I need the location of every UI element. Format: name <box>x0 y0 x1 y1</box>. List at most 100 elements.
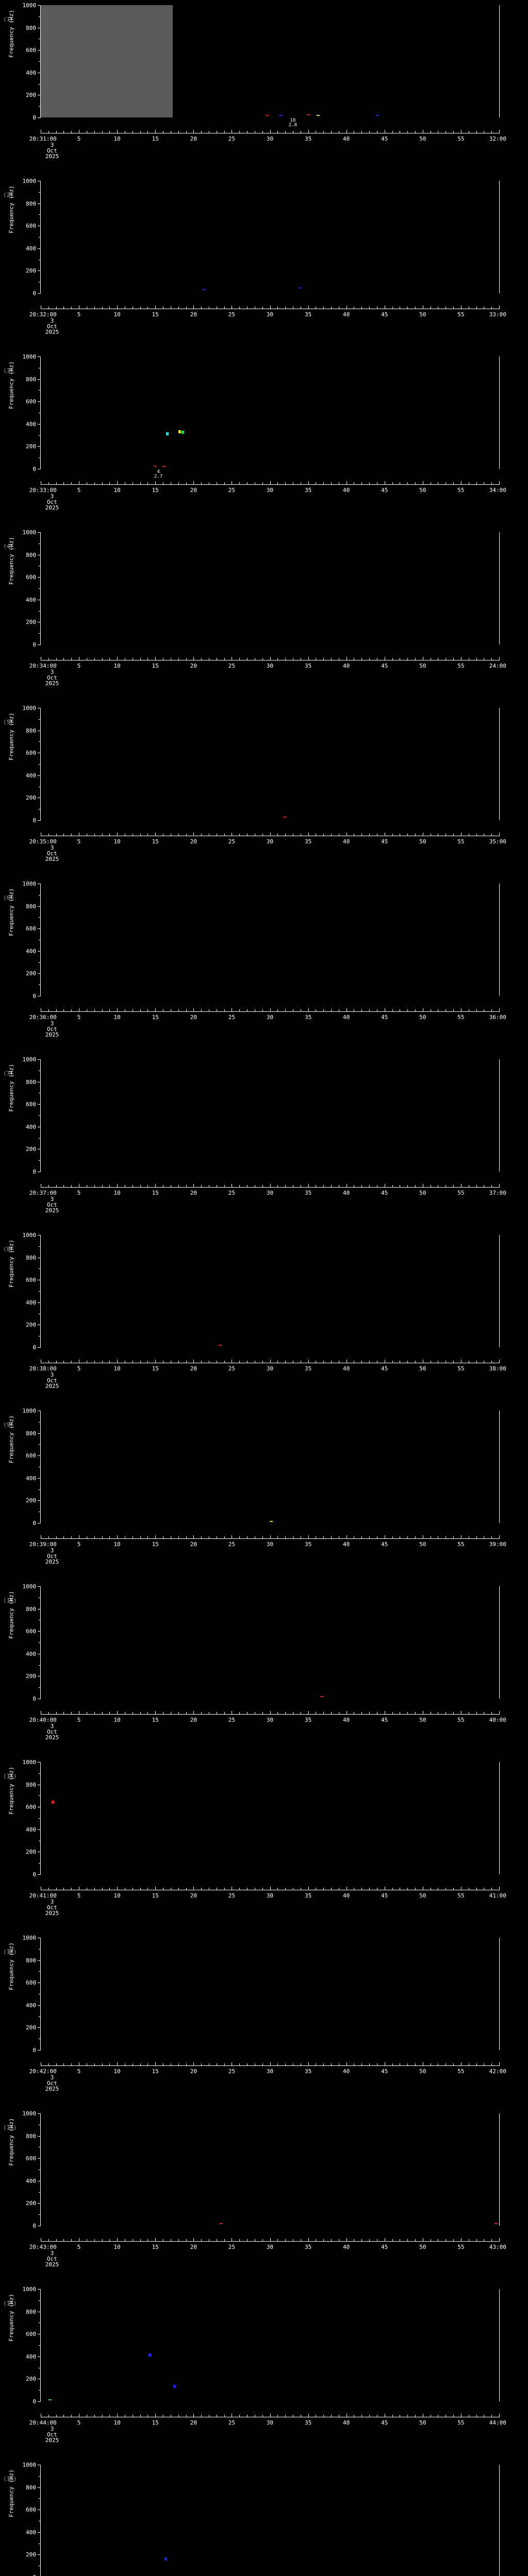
x-tick-minor <box>94 2415 95 2417</box>
y-axis-title: Frequency (Hz) <box>8 1591 15 1639</box>
y-tick-minor <box>39 237 41 238</box>
x-tick-label: 10 <box>113 135 121 142</box>
x-tick-minor <box>262 1536 263 1538</box>
date-month: Oct <box>47 499 57 505</box>
x-tick-minor <box>186 2063 187 2065</box>
x-tick <box>270 833 271 836</box>
x-tick-label: 45 <box>381 2068 388 2075</box>
detection-mark <box>52 1801 55 1804</box>
y-tick-minor <box>39 1665 41 1666</box>
y-axis-right-spine <box>499 181 500 293</box>
x-tick-minor <box>63 2415 64 2417</box>
x-tick-minor <box>140 1536 141 1538</box>
x-tick-label: 30 <box>266 1190 274 1196</box>
panel-number: (2) <box>3 192 13 198</box>
x-tick-label: 50 <box>419 135 426 142</box>
x-tick-label: 55 <box>457 1717 465 1723</box>
x-tick-minor <box>102 658 103 660</box>
x-tick-minor <box>415 1888 416 1890</box>
x-tick-minor <box>140 1009 141 1011</box>
x-tick-minor <box>247 2063 248 2065</box>
x-tick-minor <box>109 1185 110 1187</box>
x-tick-label: 20 <box>190 2244 197 2250</box>
x-tick-label: 50 <box>419 2244 426 2250</box>
x-tick-label: 10 <box>113 838 121 845</box>
x-tick-minor <box>476 834 477 836</box>
detection-mark <box>279 114 283 116</box>
x-tick-minor <box>147 658 148 660</box>
x-tick-minor <box>140 1361 141 1363</box>
x-tick-minor <box>56 1361 57 1363</box>
x-tick <box>499 1008 500 1011</box>
x-tick-minor <box>476 482 477 484</box>
x-tick-label: 40 <box>343 1892 350 1899</box>
x-tick-minor <box>323 482 324 484</box>
x-tick <box>270 1711 271 1714</box>
x-tick-minor <box>491 1712 492 1714</box>
x-tick-minor <box>361 131 362 133</box>
y-tick-minor <box>39 2192 41 2193</box>
x-tick <box>193 130 194 133</box>
plot-area <box>41 2465 499 2576</box>
x-tick-minor <box>361 658 362 660</box>
x-tick-label: 20 <box>190 135 197 142</box>
x-tick-label: 35 <box>304 1892 312 1899</box>
x-tick-minor <box>178 658 179 660</box>
x-tick-minor <box>186 1185 187 1187</box>
x-tick-label: 45 <box>381 2419 388 2426</box>
x-axis-line <box>41 2065 500 2066</box>
x-tick <box>499 1887 500 1890</box>
y-tick <box>38 1433 41 1434</box>
date-month: Oct <box>47 850 57 857</box>
x-tick-minor <box>140 131 141 133</box>
x-tick <box>270 130 271 133</box>
y-tick <box>38 2487 41 2488</box>
y-tick-label: 400 <box>26 597 36 603</box>
x-tick <box>308 657 309 660</box>
x-tick <box>308 1535 309 1538</box>
y-tick-label: 0 <box>32 290 36 297</box>
x-tick-label: 35 <box>304 838 312 845</box>
x-tick-minor <box>476 131 477 133</box>
spectrogram-panel: (7) Frequency (Hz) 1000 800 600 400 200 0 20:37:… <box>0 1054 528 1230</box>
x-tick-minor <box>277 2239 278 2241</box>
x-tick-minor <box>63 1536 64 1538</box>
x-tick-label: 10 <box>113 1541 121 1548</box>
x-tick-minor <box>476 1009 477 1011</box>
x-tick-minor <box>323 307 324 309</box>
x-tick <box>308 833 309 836</box>
y-tick-minor <box>39 1818 41 1819</box>
x-tick-label-start: 20:32:00 <box>29 311 57 318</box>
x-tick-label: 25 <box>228 2419 236 2426</box>
x-tick-minor <box>277 2415 278 2417</box>
x-tick-label-start: 20:39:00 <box>29 1541 57 1548</box>
x-tick-label: 25 <box>228 2244 236 2250</box>
date-day: 3 <box>50 1723 54 1730</box>
x-tick-minor <box>109 131 110 133</box>
y-tick-label: 600 <box>26 1628 36 1635</box>
y-axis-title: Frequency (Hz) <box>8 1064 15 1112</box>
x-tick-label: 40 <box>343 2068 350 2075</box>
spectrogram-panel: (15)Frequency (Hz)1000800600400200020:45… <box>0 2460 528 2576</box>
x-tick-minor <box>56 307 57 309</box>
x-tick-label-end: 44:00 <box>489 2419 506 2426</box>
y-tick <box>38 1455 41 1456</box>
x-tick <box>117 1711 118 1714</box>
x-tick-minor <box>201 482 202 484</box>
x-tick-minor <box>491 307 492 309</box>
x-tick-label: 40 <box>343 663 350 669</box>
plot-area <box>41 884 499 996</box>
x-tick <box>193 1184 194 1187</box>
x-tick-minor <box>331 1361 332 1363</box>
x-tick-minor <box>224 1536 225 1538</box>
x-tick-minor <box>285 1185 286 1187</box>
x-tick-label: 30 <box>266 1541 274 1548</box>
x-tick-minor <box>102 1009 103 1011</box>
x-tick-label-end: 40:00 <box>489 1717 506 1723</box>
y-tick-label: 800 <box>26 1606 36 1613</box>
y-tick-label: 800 <box>26 2309 36 2315</box>
x-tick-minor <box>178 1185 179 1187</box>
x-tick-label: 50 <box>419 1014 426 1021</box>
x-tick <box>193 306 194 309</box>
x-tick-minor <box>392 131 393 133</box>
